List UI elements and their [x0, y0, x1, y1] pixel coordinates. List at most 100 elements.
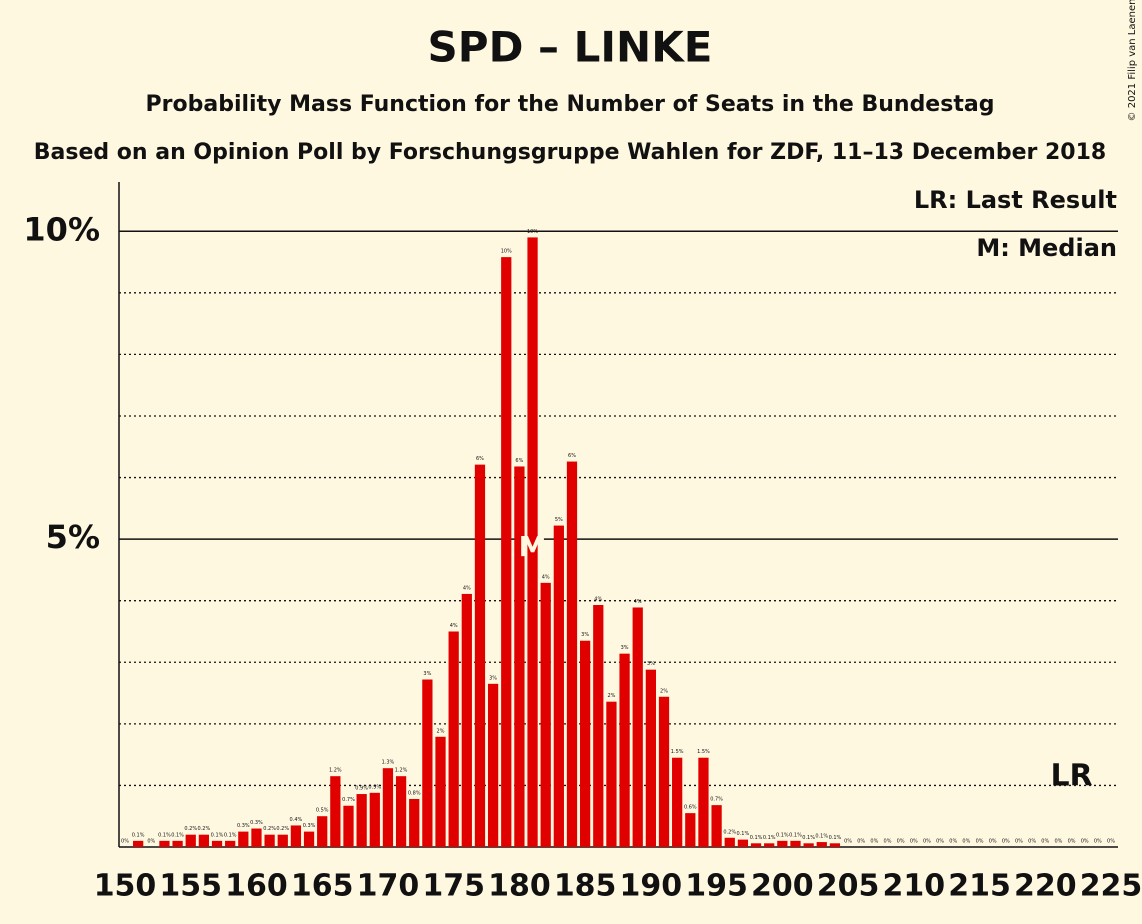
x-tick-label: 225	[1080, 869, 1142, 904]
bar	[251, 828, 262, 847]
data-label: 0.1%	[815, 834, 828, 840]
x-tick-label: 215	[948, 869, 1011, 904]
data-label: 0.1%	[132, 832, 145, 838]
data-label: 0%	[147, 839, 155, 845]
bar	[382, 768, 394, 847]
data-label: 0.7%	[342, 797, 355, 803]
data-label: 0.3%	[250, 820, 263, 826]
bar	[685, 813, 696, 847]
data-label: 4%	[634, 599, 642, 605]
bar	[435, 736, 446, 847]
bar	[580, 640, 591, 847]
bar	[527, 237, 538, 847]
data-label: 1.5%	[697, 749, 710, 755]
x-tick-label: 175	[422, 869, 485, 904]
data-label: 6%	[476, 456, 484, 462]
bar	[816, 842, 827, 847]
data-label: 0%	[1094, 839, 1102, 845]
bar	[225, 840, 236, 847]
bar	[238, 831, 249, 847]
bar	[277, 834, 288, 847]
bar	[474, 464, 486, 847]
data-label: 0%	[884, 839, 892, 845]
y-tick-label: 5%	[46, 518, 100, 556]
bar	[737, 839, 749, 847]
data-label: 0.9%	[355, 786, 368, 792]
data-label: 0%	[857, 839, 865, 845]
bar	[750, 843, 762, 847]
median-marker: M	[519, 530, 547, 563]
data-label: 0.2%	[276, 826, 289, 832]
bar	[133, 840, 144, 847]
data-label: 0.1%	[829, 835, 842, 841]
data-label: 6%	[568, 453, 576, 459]
data-label: 4%	[450, 623, 458, 629]
x-tick-label: 160	[225, 869, 288, 904]
bar	[211, 840, 223, 847]
bar	[317, 816, 328, 847]
bar	[369, 792, 380, 847]
data-label: 0.1%	[158, 832, 171, 838]
x-tick-label: 195	[685, 869, 748, 904]
bar	[790, 840, 801, 847]
legend-entry: M: Median	[976, 234, 1117, 262]
bar	[290, 825, 302, 847]
data-label: 0%	[897, 839, 905, 845]
bar	[448, 631, 459, 847]
bar	[553, 525, 564, 847]
data-label: 5%	[555, 517, 563, 523]
bar	[645, 669, 656, 847]
bar	[566, 461, 578, 847]
data-label: 10%	[527, 229, 538, 235]
x-tick-label: 220	[1014, 869, 1077, 904]
data-label: 0.1%	[789, 832, 802, 838]
data-label: 0%	[1002, 839, 1010, 845]
bar	[619, 653, 630, 847]
data-label: 0%	[121, 839, 129, 845]
bar	[487, 683, 499, 847]
x-tick-label: 180	[488, 869, 551, 904]
data-label: 2%	[437, 728, 445, 734]
data-label: 0%	[989, 839, 997, 845]
data-label: 6%	[515, 458, 523, 464]
data-label: 2%	[607, 693, 615, 699]
bar	[356, 794, 367, 847]
bar	[593, 605, 604, 847]
bar	[172, 840, 183, 847]
bar	[303, 831, 315, 847]
data-label: 0%	[1041, 839, 1049, 845]
data-label: 0.5%	[316, 808, 329, 814]
data-label: 3%	[621, 645, 629, 651]
data-label: 0%	[1028, 839, 1036, 845]
data-label: 0%	[910, 839, 918, 845]
data-label: 0.2%	[263, 826, 276, 832]
bar	[501, 257, 512, 847]
bar	[540, 582, 551, 847]
data-label: 1.5%	[671, 749, 684, 755]
data-label: 4%	[594, 597, 602, 603]
data-label: 0.8%	[408, 790, 421, 796]
bar	[829, 843, 841, 847]
data-label: 0.1%	[737, 831, 750, 837]
bar	[409, 798, 420, 847]
bar	[330, 776, 341, 847]
data-label: 0.2%	[723, 829, 736, 835]
chart-title: SPD – LINKE	[428, 23, 713, 72]
data-label: 3%	[423, 671, 431, 677]
bar	[777, 840, 788, 847]
data-label: 0%	[844, 839, 852, 845]
data-label: 0.2%	[198, 826, 211, 832]
data-label: 1.3%	[382, 760, 395, 766]
data-label: 0%	[1015, 839, 1023, 845]
bar	[422, 679, 433, 847]
source-note: Based on an Opinion Poll by Forschungsgr…	[34, 140, 1106, 165]
bar	[658, 696, 670, 847]
x-tick-label: 170	[357, 869, 420, 904]
data-label: 3%	[647, 661, 655, 667]
x-tick-label: 205	[817, 869, 880, 904]
bar	[264, 834, 275, 847]
bar	[632, 607, 643, 847]
bar	[198, 834, 210, 847]
data-label: 3%	[581, 632, 589, 638]
x-tick-label: 155	[159, 869, 222, 904]
